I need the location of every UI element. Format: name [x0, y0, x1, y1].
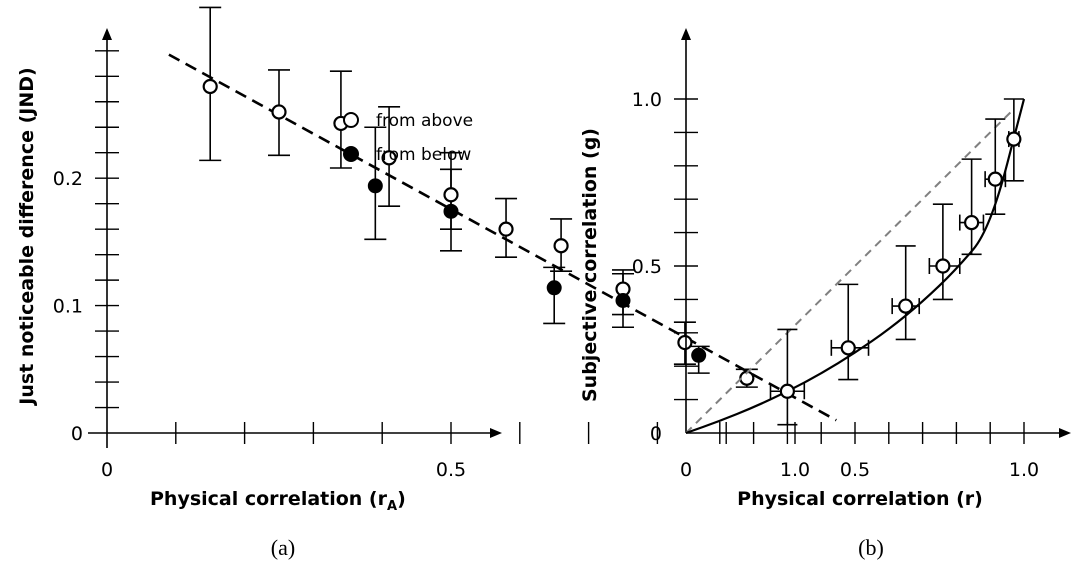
- panel-b-identity-line: [685, 108, 1015, 434]
- panel-a-point-from-below: [367, 178, 383, 194]
- panel-a-minor-ticks: [95, 50, 796, 444]
- panel-a-y-tick-label: 0.1: [53, 296, 83, 318]
- panel-b-x-axis-arrow: [1059, 428, 1071, 438]
- panel-a-point-from-below: [546, 280, 562, 296]
- panel-a-point-from-above: [498, 221, 514, 237]
- panel-a-point-from-above: [202, 78, 218, 95]
- legend-marker-from-above: [343, 112, 359, 128]
- legend-label-from-below: from below: [376, 145, 471, 165]
- panel-a-point-from-above: [381, 150, 397, 166]
- panel-a-point-from-above: [553, 238, 569, 254]
- panel-b-point: [987, 171, 1003, 187]
- panel-b-point: [935, 258, 951, 274]
- panel-b-y-tick-label: 0.5: [632, 256, 662, 278]
- panel-a-point-from-above: [443, 187, 459, 203]
- legend-label-from-above: from above: [376, 111, 473, 131]
- panel-a-y-axis-arrow: [102, 28, 112, 40]
- panel-b-y-tick-label: 0: [650, 423, 662, 445]
- panel-b-error-bars: [769, 98, 1024, 426]
- panel-b-caption: (b): [858, 535, 884, 560]
- panel-a-legend: from above from below: [343, 111, 473, 165]
- panel-b-y-axis-arrow: [681, 28, 691, 40]
- panel-a-fit-line: [168, 53, 837, 422]
- panel-b-x-tick-label: 0: [680, 459, 692, 481]
- panel-a-point-from-above: [271, 104, 287, 120]
- panel-b-x-tick-label: 0.5: [840, 459, 870, 481]
- panel-a-tick-labels: 0 0.5 1.0 0 0.1 0.2: [53, 168, 810, 481]
- panel-a-point-from-below: [443, 203, 459, 219]
- panel-b-tick-labels: 0 0.5 1.0 0 0.5 1.0: [632, 89, 1039, 481]
- panel-b-point: [1006, 131, 1022, 147]
- panel-b-x-tick-label: 1.0: [1009, 459, 1039, 481]
- panel-b-point: [964, 214, 980, 231]
- panel-a-x-tick-label: 0.5: [436, 459, 466, 481]
- panel-b-y-tick-label: 1.0: [632, 89, 662, 111]
- legend-marker-from-below: [343, 146, 359, 162]
- panel-a: 0 0.5 1.0 0 0.1 0.2 from above from below Phy…: [16, 6, 837, 560]
- panel-a-markers: [202, 78, 755, 386]
- panel-a-caption: (a): [271, 535, 295, 560]
- panel-a-y-tick-label: 0.2: [53, 168, 83, 190]
- panel-a-x-axis-arrow: [490, 428, 502, 438]
- panel-b-markers: [779, 131, 1022, 399]
- panel-a-point-from-below: [691, 347, 707, 363]
- panel-a-y-axis-label: Just noticeable difference (JND): [16, 67, 38, 406]
- panel-a-point-from-above: [677, 334, 693, 351]
- panel-a-x-tick-label: 0: [101, 459, 113, 481]
- panel-b-y-axis-label: Subjective correlation (g): [579, 128, 601, 402]
- panel-a-y-tick-label: 0: [71, 423, 83, 445]
- panel-b: 0 0.5 1.000.51.0 Physical correlation (r) …: [579, 28, 1071, 560]
- panel-b-x-axis-label: Physical correlation (r): [737, 488, 983, 510]
- panel-b-point: [779, 383, 796, 399]
- panel-b-point: [840, 340, 856, 356]
- panel-a-point-from-below: [615, 293, 631, 309]
- panel-a-x-tick-label: 1.0: [780, 459, 810, 481]
- panel-a-x-axis-label: Physical correlation (rA): [150, 488, 406, 514]
- panel-b-point: [898, 298, 914, 314]
